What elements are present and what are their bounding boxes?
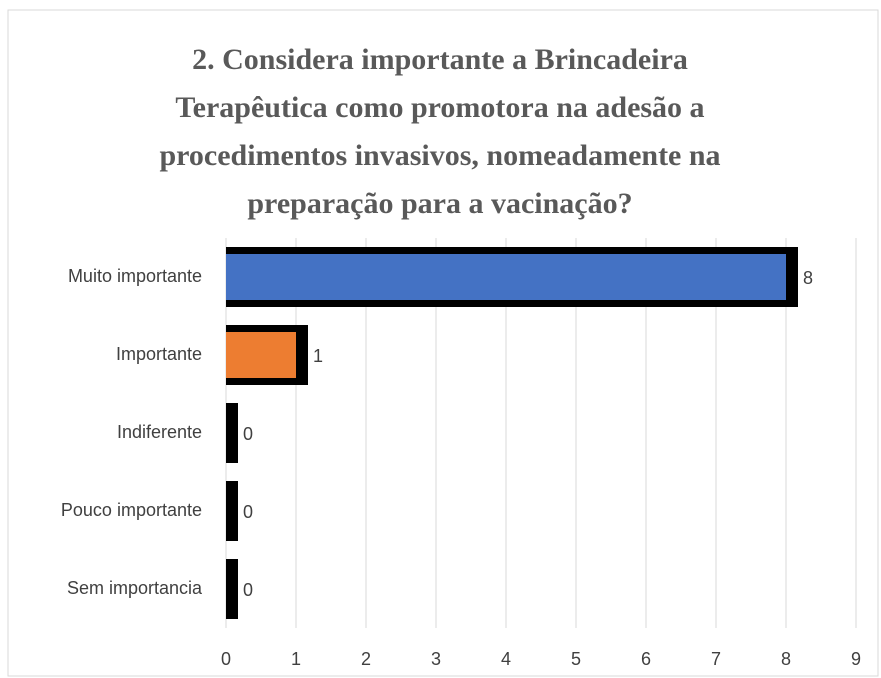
bar-outline: [226, 403, 238, 463]
bar-outline: [226, 481, 238, 541]
chart-title: preparação para a vacinação?: [247, 187, 632, 220]
y-tick-label: Muito importante: [68, 266, 202, 286]
data-label: 0: [243, 580, 253, 600]
data-label: 0: [243, 424, 253, 444]
x-tick-label: 9: [851, 649, 861, 669]
chart-title: Terapêutica como promotora na adesão a: [175, 91, 704, 124]
x-tick-label: 7: [711, 649, 721, 669]
chart-frame: [7, 9, 879, 677]
data-label: 8: [803, 268, 813, 288]
x-tick-label: 2: [361, 649, 371, 669]
x-tick-label: 5: [571, 649, 581, 669]
chart-title: 2. Considera importante a Brincadeira: [192, 43, 688, 76]
y-tick-label: Sem importancia: [67, 578, 203, 598]
data-label: 0: [243, 502, 253, 522]
x-tick-label: 4: [501, 649, 511, 669]
x-tick-label: 1: [291, 649, 301, 669]
x-tick-label: 6: [641, 649, 651, 669]
data-label: 1: [313, 346, 323, 366]
bar: [226, 332, 296, 378]
bar-outline: [226, 559, 238, 619]
x-tick-label: 3: [431, 649, 441, 669]
y-tick-label: Importante: [116, 344, 202, 364]
y-tick-label: Pouco importante: [61, 500, 202, 520]
y-tick-label: Indiferente: [117, 422, 202, 442]
x-tick-label: 8: [781, 649, 791, 669]
chart-title: procedimentos invasivos, nomeadamente na: [159, 139, 720, 172]
bar: [226, 254, 786, 300]
x-tick-label: 0: [221, 649, 231, 669]
